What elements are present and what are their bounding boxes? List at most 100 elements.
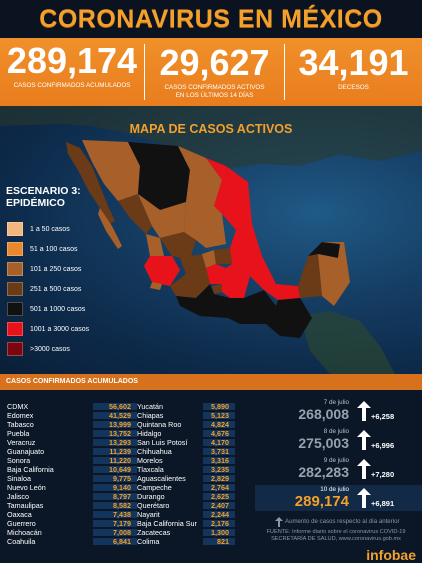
daily-date: 7 de julio — [323, 399, 349, 406]
table-row: Quintana Roo 4,824 — [135, 420, 235, 429]
table-row: Hidalgo 4,676 — [135, 429, 235, 438]
state-name: Coahuila — [7, 537, 36, 546]
map-panel: MAPA DE CASOS ACTIVOS ESCENARIO 3: EPIDÉ… — [0, 106, 422, 374]
scenario-subtitle: EPIDÉMICO — [6, 197, 65, 209]
page-title: CORONAVIRUS EN MÉXICO — [39, 4, 383, 33]
legend-item: 101 a 250 casos — [7, 259, 89, 279]
state-value: 3,316 — [211, 456, 229, 465]
daily-count: 275,003 — [298, 435, 349, 451]
daily-increase: +7,280 — [371, 470, 395, 479]
state-jalisco — [144, 256, 180, 286]
value-bar — [203, 529, 235, 536]
state-oaxaca — [228, 290, 276, 324]
value-bar — [93, 466, 137, 473]
value-bar — [203, 538, 235, 545]
map-legend: 1 a 50 casos 51 a 100 casos 101 a 250 caso… — [7, 219, 89, 359]
state-name: Michoacán — [7, 528, 42, 537]
state-value: 2,407 — [211, 501, 229, 510]
state-value: 3,731 — [211, 447, 229, 456]
state-value: 7,179 — [113, 519, 131, 528]
table-row: Colima 821 — [135, 537, 235, 546]
state-name: Edomex — [7, 411, 34, 420]
state-name: Zacatecas — [137, 528, 171, 537]
state-name: CDMX — [7, 402, 29, 411]
state-value: 9,140 — [113, 483, 131, 492]
stat-value: 289,174 — [6, 40, 138, 81]
table-row: Sonora 11,220 — [5, 456, 137, 465]
table-row: Coahuila 6,841 — [5, 537, 137, 546]
highlight-band — [255, 485, 422, 511]
value-bar — [203, 421, 235, 428]
legend-item: 51 a 100 casos — [7, 239, 89, 259]
state-value: 56,602 — [109, 402, 131, 411]
table-row: Durango 2,625 — [135, 492, 235, 501]
stat-accumulated: 289,174 CASOS CONFIRMADOS ACUMULADOS — [0, 38, 144, 106]
table-panel: CDMX 56,602 Edomex 41,529 Tabasco 13,999 Puebl… — [0, 390, 422, 563]
state-veracruz — [230, 224, 276, 290]
brand-logo: infobae — [366, 547, 416, 563]
state-nayarit — [146, 234, 164, 256]
legend-label: 51 a 100 casos — [30, 245, 78, 253]
state-value: 8,797 — [113, 492, 131, 501]
state-name: Guanajuato — [7, 447, 45, 456]
arrow-up-icon — [357, 488, 371, 508]
table-row: Baja California 10,649 — [5, 465, 137, 474]
state-value: 8,582 — [113, 501, 131, 510]
state-sinaloa — [118, 194, 152, 234]
state-name: Querétaro — [137, 501, 170, 510]
state-colima — [150, 282, 162, 290]
state-durango — [138, 194, 186, 238]
state-name: Sinaloa — [7, 474, 31, 483]
table-row: Tabasco 13,999 — [5, 420, 137, 429]
daily-date: 8 de julio — [323, 428, 349, 435]
state-value: 4,824 — [211, 420, 229, 429]
state-value: 821 — [217, 537, 229, 546]
state-guanajuato — [180, 254, 206, 274]
legend-item: 251 a 500 casos — [7, 279, 89, 299]
state-name: Tabasco — [7, 420, 34, 429]
state-name: San Luis Potosí — [137, 438, 188, 447]
table-row: Tlaxcala 3,235 — [135, 465, 235, 474]
state-name: Nuevo León — [7, 483, 46, 492]
state-value: 11,239 — [109, 447, 131, 456]
state-name: Tamaulipas — [7, 501, 44, 510]
table-row: Guerrero 7,179 — [5, 519, 137, 528]
states-column-1: CDMX 56,602 Edomex 41,529 Tabasco 13,999 Puebl… — [5, 402, 137, 546]
value-bar — [203, 412, 235, 419]
arrow-up-icon — [357, 430, 371, 450]
legend-swatch — [7, 282, 23, 296]
table-row: Jalisco 8,797 — [5, 492, 137, 501]
title-bar: CORONAVIRUS EN MÉXICO — [0, 0, 422, 38]
table-row: Aguascalientes 2,829 — [135, 474, 235, 483]
state-baja — [66, 142, 115, 224]
value-bar — [93, 403, 137, 410]
state-value: 13,999 — [109, 420, 131, 429]
state-name: Sonora — [7, 456, 31, 465]
mexico-map — [0, 106, 422, 374]
state-value: 3,235 — [211, 465, 229, 474]
table-row: Querétaro 2,407 — [135, 501, 235, 510]
state-michoacan — [170, 268, 210, 298]
state-sonora — [82, 140, 140, 201]
daily-date: 9 de julio — [323, 457, 349, 464]
stat-label: CASOS CONFIRMADOS ACTIVOS EN LOS ÚLTIMOS… — [164, 84, 265, 99]
value-bar — [203, 493, 235, 500]
table-row: Puebla 13,752 — [5, 429, 137, 438]
daily-increase: +6,258 — [371, 412, 395, 421]
legend-item: 1001 a 3000 casos — [7, 319, 89, 339]
arrow-up-icon — [357, 459, 371, 479]
value-bar — [93, 502, 137, 509]
legend-label: 101 a 250 casos — [30, 265, 82, 273]
scenario-title: ESCENARIO 3: — [6, 185, 81, 197]
table-header: CASOS CONFIRMADOS ACUMULADOS — [0, 374, 422, 390]
state-value: 13,293 — [109, 438, 131, 447]
state-name: Nayarit — [137, 510, 160, 519]
value-bar — [203, 520, 235, 527]
state-name: Yucatán — [137, 402, 163, 411]
state-queretaro — [202, 250, 216, 268]
state-chihuahua — [128, 142, 190, 210]
legend-item: >3000 casos — [7, 339, 89, 359]
state-name: Baja California — [7, 465, 54, 474]
value-bar — [203, 403, 235, 410]
